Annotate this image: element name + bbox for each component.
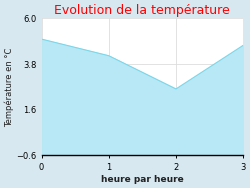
- X-axis label: heure par heure: heure par heure: [101, 175, 184, 184]
- Y-axis label: Température en °C: Température en °C: [4, 47, 14, 127]
- Title: Evolution de la température: Evolution de la température: [54, 4, 230, 17]
